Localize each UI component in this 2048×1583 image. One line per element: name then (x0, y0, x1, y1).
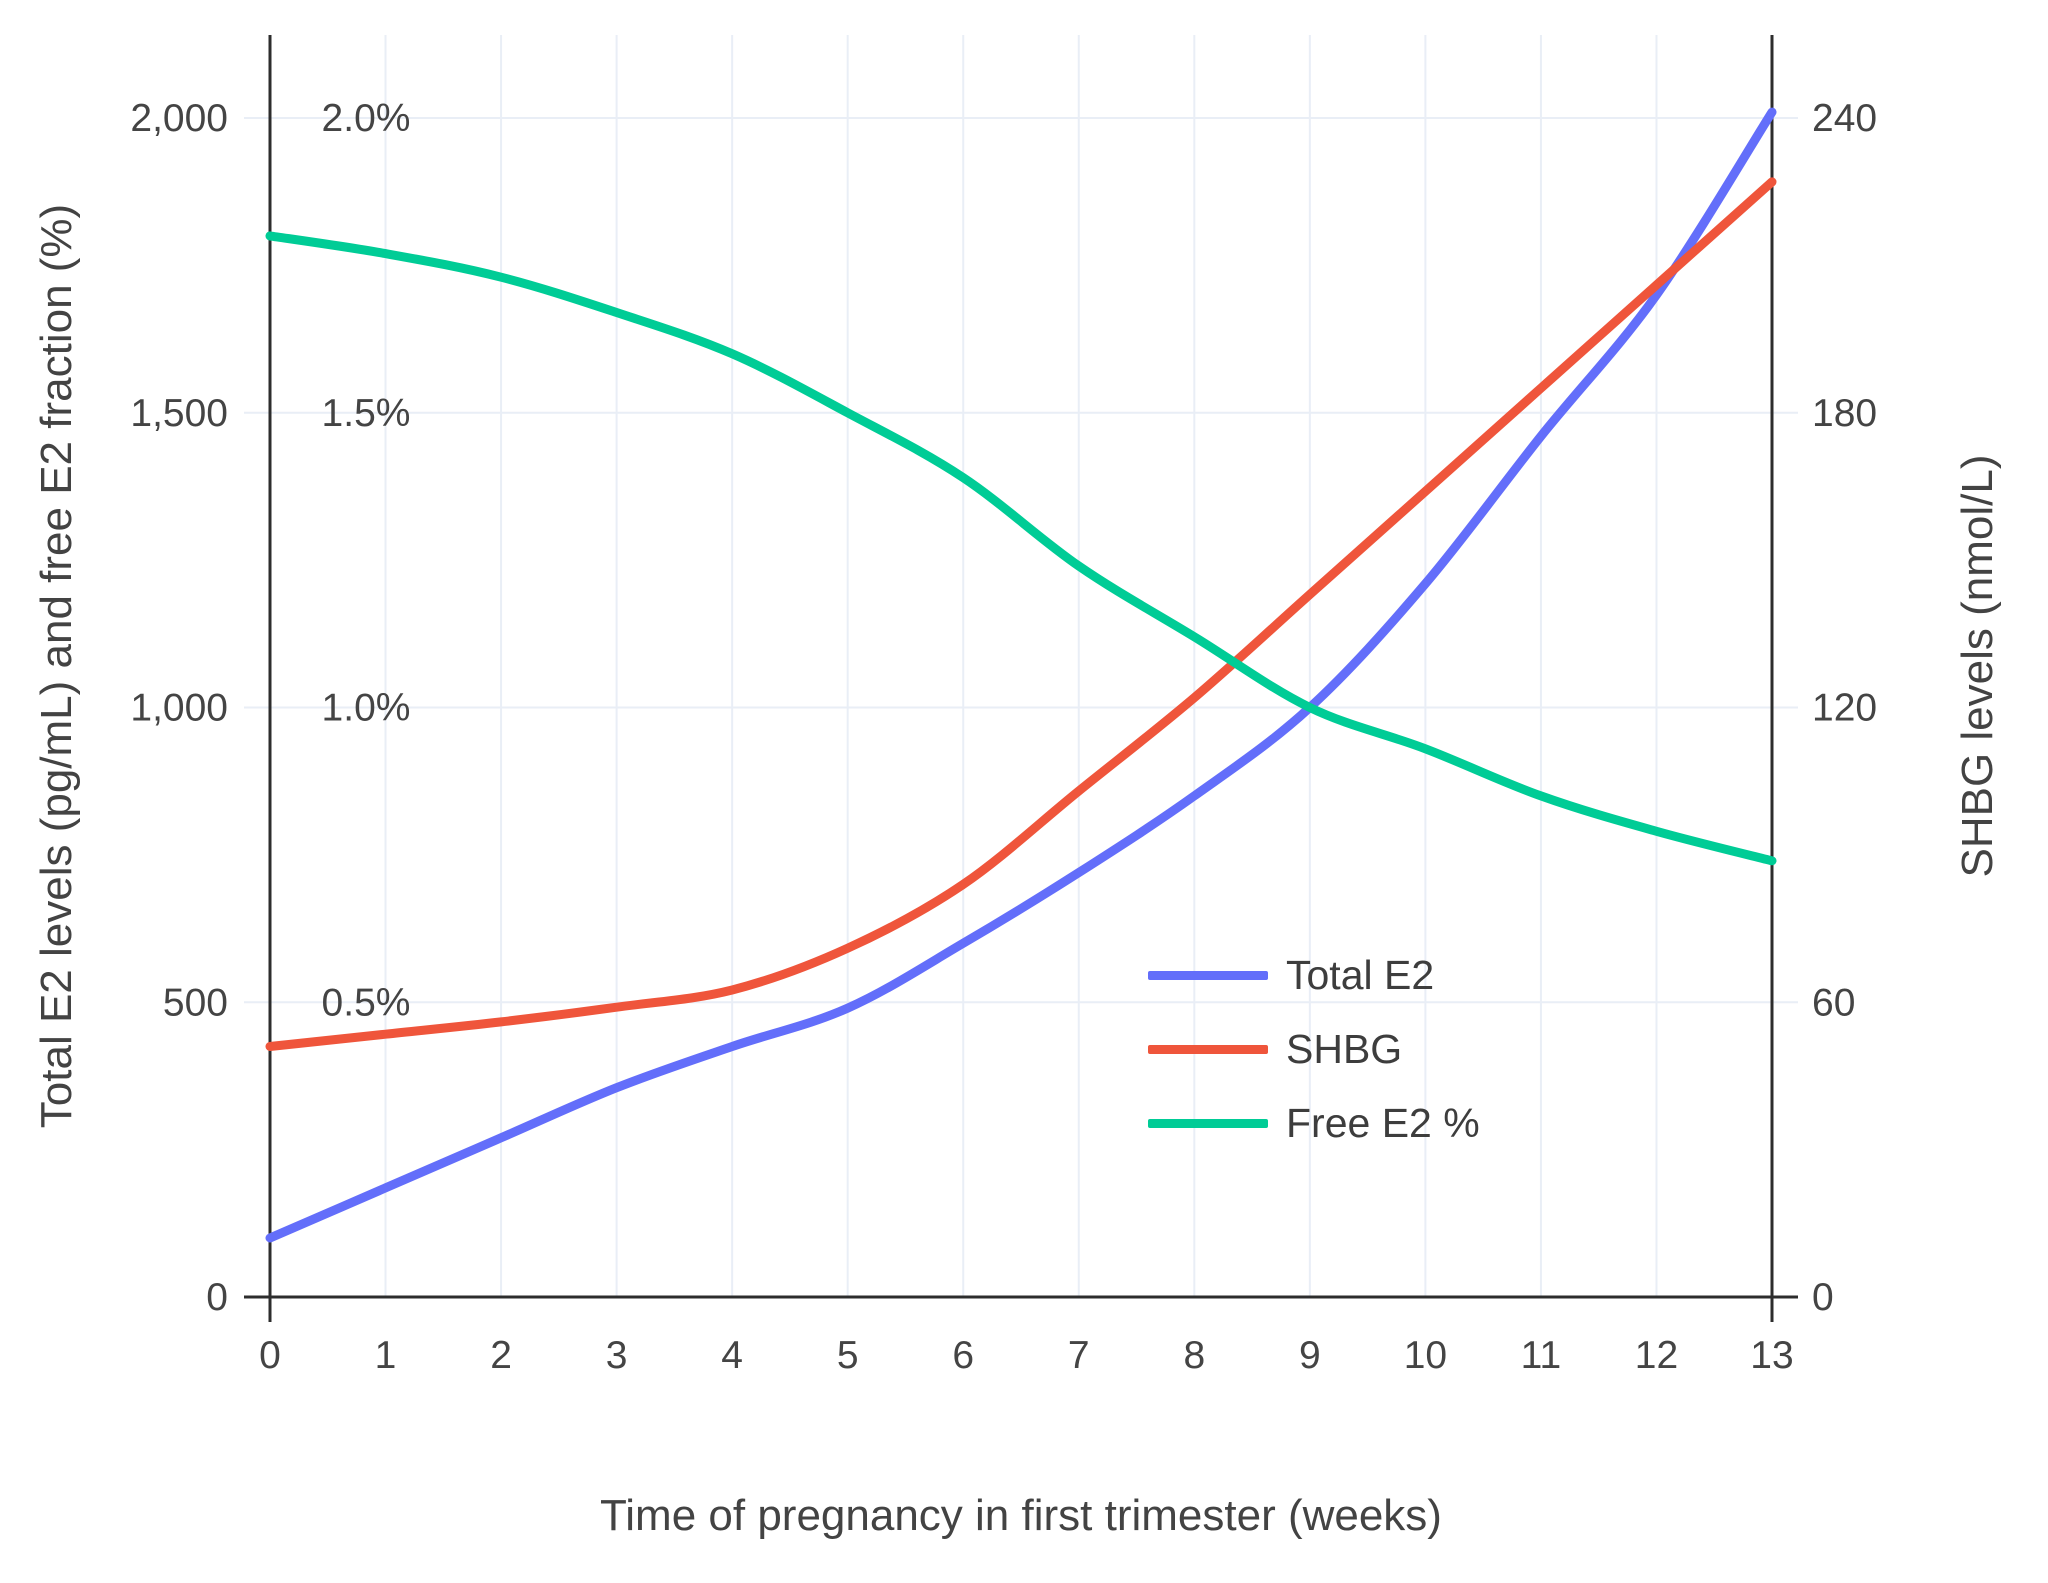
left-y-axis-title: Total E2 levels (pg/mL) and free E2 frac… (32, 203, 81, 1129)
x-axis-title: Time of pregnancy in first trimester (we… (600, 1491, 1442, 1540)
x-tick-label-week-4: 4 (721, 1334, 743, 1377)
legend-item-total-e2[interactable]: Total E2 (1148, 938, 1480, 1012)
free-e2-percent-tick-label-0.5: 0.5% (322, 981, 411, 1024)
x-tick-label-week-5: 5 (837, 1334, 859, 1377)
y-right-tick-label-0: 0 (1812, 1276, 1834, 1319)
curve-free-e2[interactable] (265, 231, 1777, 866)
x-tick-label-week-9: 9 (1299, 1334, 1321, 1377)
y-right-tick-label-240: 240 (1812, 97, 1877, 140)
y-left-tick-label-500: 500 (163, 981, 228, 1024)
right-y-axis-title: SHBG levels (nmol/L) (1953, 454, 2002, 878)
y-right-tick-label-180: 180 (1812, 392, 1877, 435)
free-e2-percent-tick-label-1: 1.0% (322, 687, 411, 730)
legend-line-swatch-shbg (1148, 1044, 1268, 1054)
x-tick-label-week-3: 3 (606, 1334, 628, 1377)
legend-label-shbg: SHBG (1286, 1025, 1403, 1072)
x-tick-label-week-10: 10 (1404, 1334, 1447, 1377)
x-tick-label-week-6: 6 (952, 1334, 974, 1377)
x-tick-label-week-7: 7 (1068, 1334, 1090, 1377)
x-tick-label-week-8: 8 (1183, 1334, 1205, 1377)
x-tick-label-week-2: 2 (490, 1334, 512, 1377)
curve-shbg[interactable] (265, 177, 1777, 1051)
x-tick-label-week-1: 1 (375, 1334, 397, 1377)
y-right-tick-label-60: 60 (1812, 981, 1855, 1024)
x-tick-label-week-0: 0 (259, 1334, 281, 1377)
y-left-tick-label-1000: 1,000 (130, 687, 228, 730)
y-right-tick-label-120: 120 (1812, 687, 1877, 730)
legend-line-swatch-free-e2 (1148, 1118, 1268, 1128)
legend-item-shbg[interactable]: SHBG (1148, 1012, 1480, 1086)
legend-line-swatch-total-e2 (1148, 970, 1268, 980)
x-tick-label-week-12: 12 (1635, 1334, 1678, 1377)
y-left-tick-label-1500: 1,500 (130, 392, 228, 435)
legend: Total E2 SHBG Free E2 % (1148, 938, 1480, 1160)
x-tick-label-week-13: 13 (1750, 1334, 1793, 1377)
x-tick-label-week-11: 11 (1521, 1334, 1562, 1377)
legend-item-free-e2[interactable]: Free E2 % (1148, 1086, 1480, 1160)
legend-label-total-e2: Total E2 (1286, 951, 1435, 998)
curve-total-e2[interactable] (265, 107, 1777, 1243)
free-e2-percent-tick-label-2: 2.0% (322, 97, 411, 140)
y-left-tick-label-2000: 2,000 (130, 97, 228, 140)
y-left-tick-label-0: 0 (206, 1276, 228, 1319)
free-e2-percent-tick-label-1.5: 1.5% (322, 392, 411, 435)
legend-label-free-e2: Free E2 % (1286, 1099, 1480, 1146)
